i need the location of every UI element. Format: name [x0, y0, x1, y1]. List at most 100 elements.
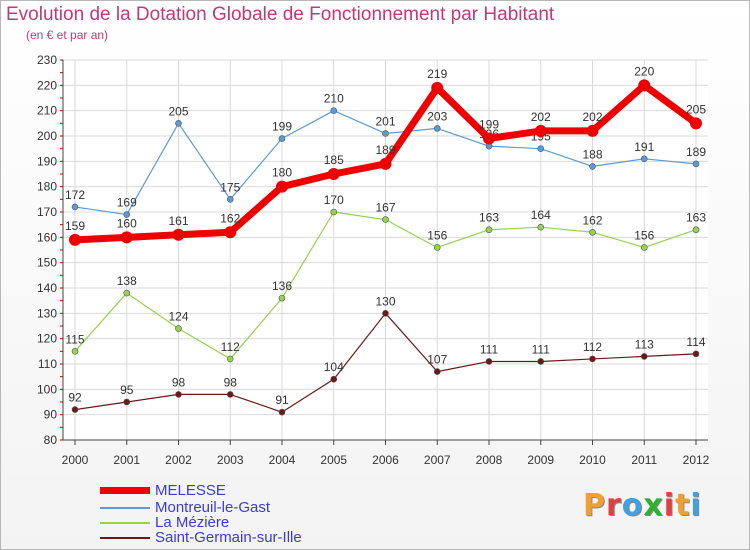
data-point-melesse [379, 157, 392, 170]
y-tick-label: 90 [44, 408, 58, 422]
data-label-la-m-zi-re: 163 [686, 211, 706, 225]
data-point-melesse [69, 233, 81, 246]
data-point-montreuil-le-gast [537, 145, 545, 152]
y-tick-label: 190 [37, 154, 57, 168]
data-label-melesse: 220 [634, 64, 654, 78]
data-point-melesse [172, 228, 185, 241]
data-point-melesse [120, 231, 133, 244]
x-tick-label: 2006 [372, 453, 399, 467]
data-label-la-m-zi-re: 163 [479, 211, 499, 225]
data-point-saint-germain-sur-ille [589, 355, 596, 363]
data-point-saint-germain-sur-ille [433, 368, 441, 375]
data-point-saint-germain-sur-ille [330, 375, 338, 383]
data-label-la-m-zi-re: 170 [324, 193, 344, 207]
data-point-saint-germain-sur-ille [71, 406, 79, 413]
data-label-la-m-zi-re: 124 [168, 310, 188, 324]
data-label-saint-germain-sur-ille: 98 [224, 375, 238, 389]
y-tick-label: 220 [37, 78, 57, 92]
x-tick-label: 2009 [527, 453, 554, 467]
y-tick-label: 160 [37, 230, 57, 244]
data-point-melesse [327, 168, 340, 180]
y-tick-label: 150 [37, 256, 57, 270]
data-point-la-m-zi-re [433, 244, 441, 251]
data-point-la-m-zi-re [485, 226, 493, 234]
data-label-saint-germain-sur-ille: 107 [427, 353, 447, 367]
data-label-melesse: 202 [531, 110, 551, 124]
data-point-saint-germain-sur-ille [175, 391, 182, 398]
y-tick-label: 200 [37, 129, 57, 143]
data-point-saint-germain-sur-ille [485, 358, 493, 365]
x-tick-label: 2010 [579, 453, 606, 467]
data-label-melesse: 205 [686, 102, 706, 116]
data-label-la-m-zi-re: 136 [272, 279, 292, 293]
data-point-montreuil-le-gast [278, 135, 286, 142]
x-tick-label: 2004 [269, 453, 296, 467]
x-tick-label: 2011 [631, 453, 657, 467]
data-point-montreuil-le-gast [330, 107, 338, 114]
legend-swatch [100, 522, 150, 524]
data-point-montreuil-le-gast [640, 155, 648, 163]
data-point-melesse [534, 124, 547, 137]
data-label-montreuil-le-gast: 172 [65, 188, 85, 202]
data-label-melesse: 162 [220, 211, 240, 225]
data-label-melesse: 199 [479, 118, 499, 132]
data-point-melesse [483, 132, 495, 145]
legend-swatch [100, 537, 150, 539]
data-point-saint-germain-sur-ille [537, 358, 545, 365]
data-point-melesse [276, 180, 288, 193]
data-label-la-m-zi-re: 138 [117, 274, 137, 288]
legend-label: Montreuil-le-Gast [155, 499, 271, 516]
data-label-saint-germain-sur-ille: 98 [172, 375, 186, 389]
data-label-melesse: 180 [272, 166, 292, 180]
x-tick-label: 2007 [424, 453, 451, 467]
data-label-montreuil-le-gast: 175 [220, 180, 240, 194]
data-point-montreuil-le-gast [692, 160, 700, 168]
data-label-saint-germain-sur-ille: 111 [532, 342, 551, 356]
data-label-melesse: 189 [375, 143, 395, 157]
x-tick-label: 2000 [62, 453, 89, 467]
data-point-la-m-zi-re [330, 208, 338, 216]
data-label-montreuil-le-gast: 191 [634, 140, 654, 154]
data-label-montreuil-le-gast: 169 [117, 196, 137, 210]
data-point-la-m-zi-re [175, 325, 182, 332]
data-point-montreuil-le-gast [589, 163, 596, 170]
x-tick-label: 2012 [683, 453, 710, 467]
data-point-montreuil-le-gast [175, 120, 182, 127]
data-point-montreuil-le-gast [382, 130, 389, 137]
data-point-la-m-zi-re [278, 294, 286, 302]
y-tick-label: 110 [38, 357, 57, 371]
y-tick-label: 170 [37, 205, 57, 219]
x-tick-label: 2008 [476, 453, 503, 467]
data-label-la-m-zi-re: 164 [531, 208, 551, 222]
data-label-melesse: 159 [65, 219, 85, 233]
y-tick-label: 80 [44, 433, 58, 447]
data-label-saint-germain-sur-ille: 114 [686, 335, 705, 349]
data-label-saint-germain-sur-ille: 111 [480, 342, 499, 356]
data-label-montreuil-le-gast: 189 [686, 145, 706, 159]
data-label-saint-germain-sur-ille: 95 [120, 383, 134, 397]
data-label-saint-germain-sur-ille: 92 [68, 391, 82, 405]
data-point-la-m-zi-re [123, 289, 131, 297]
y-tick-label: 140 [37, 281, 57, 295]
data-label-la-m-zi-re: 156 [427, 228, 447, 242]
data-label-la-m-zi-re: 115 [65, 332, 84, 346]
data-point-saint-germain-sur-ille [123, 398, 131, 406]
data-label-la-m-zi-re: 167 [375, 201, 395, 215]
data-point-saint-germain-sur-ille [278, 408, 286, 416]
data-label-montreuil-le-gast: 188 [582, 147, 602, 161]
data-label-la-m-zi-re: 112 [221, 340, 240, 354]
data-point-saint-germain-sur-ille [226, 391, 234, 398]
data-point-montreuil-le-gast [71, 203, 79, 211]
legend-label: MELESSE [155, 482, 226, 499]
data-point-la-m-zi-re [589, 228, 596, 236]
data-point-saint-germain-sur-ille [692, 350, 700, 358]
data-point-la-m-zi-re [692, 226, 700, 234]
data-point-la-m-zi-re [537, 223, 545, 231]
data-label-saint-germain-sur-ille: 112 [583, 340, 602, 354]
proxiti-logo: Proxiti [583, 488, 702, 523]
y-tick-label: 180 [37, 180, 57, 194]
x-tick-label: 2005 [320, 453, 347, 467]
data-point-montreuil-le-gast [123, 211, 131, 218]
data-point-melesse [224, 226, 237, 239]
x-tick-label: 2003 [217, 453, 244, 467]
